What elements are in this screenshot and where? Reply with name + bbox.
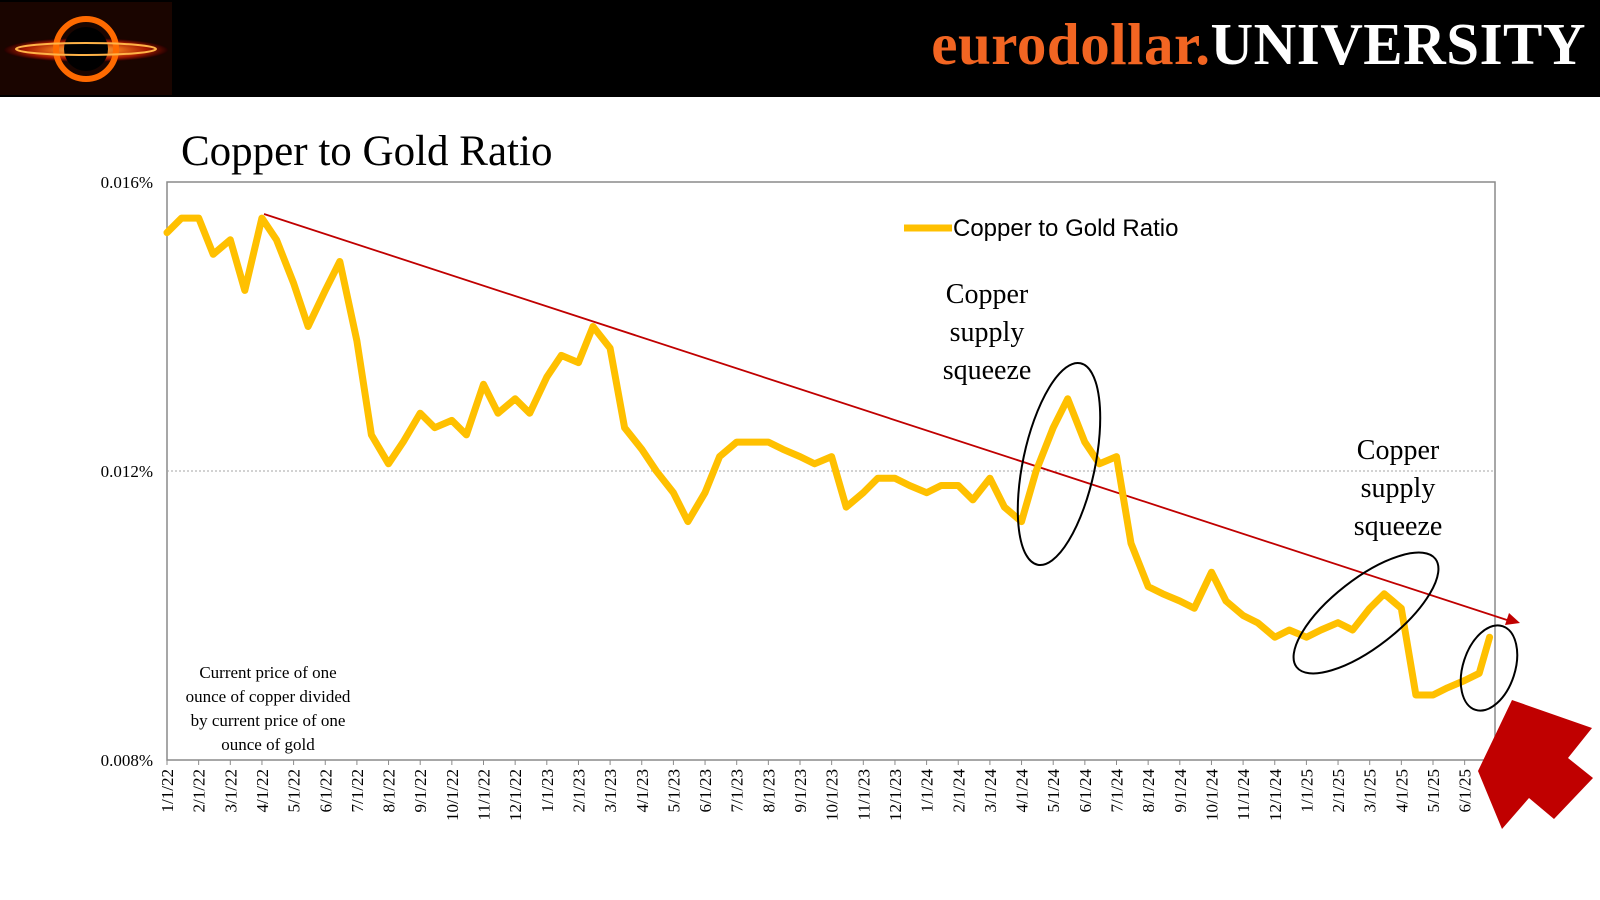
x-tick-label: 1/1/25 (1297, 769, 1316, 812)
trend-arrowhead (1505, 613, 1520, 625)
x-tick-label: 11/1/24 (1234, 769, 1253, 821)
x-tick-label: 3/1/23 (601, 769, 620, 812)
note-text: Current price of one ounce of copper div… (186, 663, 351, 754)
x-tick-label: 7/1/24 (1108, 769, 1127, 813)
x-tick-label: 1/1/23 (538, 769, 557, 812)
x-tick-label: 5/1/24 (1044, 769, 1063, 813)
x-tick-label: 4/1/22 (253, 769, 272, 812)
squeeze-annotation-2: Copper supply squeeze (1354, 435, 1443, 542)
x-tick-label: 8/1/24 (1139, 769, 1158, 813)
squeeze1-line2: supply (950, 317, 1025, 348)
y-tick-label: 0.008% (101, 751, 153, 770)
y-axis: 0.016% 0.012% 0.008% (101, 173, 153, 770)
x-tick-label: 5/1/23 (664, 769, 683, 812)
note-line1: Current price of one (199, 663, 336, 682)
x-tick-label: 2/1/22 (190, 769, 209, 812)
x-tick-label: 4/1/25 (1392, 769, 1411, 812)
x-tick-label: 2/1/24 (949, 769, 968, 813)
note-line2: ounce of copper divided (186, 687, 351, 706)
x-tick-label: 6/1/25 (1456, 769, 1475, 812)
x-tick-label: 7/1/22 (348, 769, 367, 812)
y-tick-label: 0.016% (101, 173, 153, 192)
x-tick-label: 1/1/24 (918, 769, 937, 813)
x-tick-label: 12/1/22 (506, 769, 525, 821)
trend-line (263, 213, 1508, 621)
x-tick-label: 3/1/24 (981, 769, 1000, 813)
x-tick-label: 6/1/24 (1076, 769, 1095, 813)
x-tick-label: 9/1/24 (1171, 769, 1190, 813)
x-tick-label: 8/1/23 (759, 769, 778, 812)
x-tick-label: 3/1/22 (221, 769, 240, 812)
note-line4: ounce of gold (221, 735, 315, 754)
big-red-up-arrow (1478, 700, 1593, 829)
squeeze1-line1: Copper (946, 279, 1029, 310)
squeeze1-line3: squeeze (943, 355, 1032, 386)
y-tick-label: 0.012% (101, 462, 153, 481)
squeeze2-line3: squeeze (1354, 511, 1443, 542)
squeeze-circle-1 (1016, 361, 1102, 567)
brand-part-eurodollar: eurodollar. (931, 11, 1211, 77)
x-tick-label: 4/1/24 (1013, 769, 1032, 813)
squeeze2-line1: Copper (1357, 435, 1440, 466)
squeeze-annotation-1: Copper supply squeeze (943, 279, 1032, 386)
x-tick-label: 12/1/23 (886, 769, 905, 821)
x-tick-label: 1/1/22 (158, 769, 177, 812)
brand-part-university: UNIVERSITY (1210, 11, 1586, 77)
x-tick-label: 7/1/23 (728, 769, 747, 812)
squeeze2-line2: supply (1361, 473, 1436, 504)
x-tick-label: 3/1/25 (1361, 769, 1380, 812)
x-tick-label: 9/1/22 (411, 769, 430, 812)
x-tick-label: 8/1/22 (380, 769, 399, 812)
current-value-circle (1459, 624, 1519, 712)
note-line3: by current price of one (191, 711, 346, 730)
legend: Copper to Gold Ratio (904, 215, 1178, 242)
x-tick-label: 4/1/23 (633, 769, 652, 812)
eurodollar-logo (0, 2, 172, 95)
brand-wordmark: eurodollar.UNIVERSITY (931, 4, 1586, 84)
series-copper-to-gold-ratio (163, 214, 1494, 699)
x-tick-label: 5/1/25 (1424, 769, 1443, 812)
x-tick-label: 11/1/23 (854, 769, 873, 820)
x-tick-label: 11/1/22 (475, 769, 494, 820)
x-tick-label: 12/1/24 (1266, 769, 1285, 821)
x-tick-label: 5/1/22 (285, 769, 304, 812)
x-tick-label: 6/1/22 (316, 769, 335, 812)
x-tick-label: 2/1/25 (1329, 769, 1348, 812)
x-tick-label: 2/1/23 (569, 769, 588, 812)
x-axis: 1/1/22 2/1/22 3/1/22 4/1/22 5/1/22 6/1/22 7/1/… (158, 760, 1475, 821)
chart-title: Copper to Gold Ratio (181, 128, 552, 175)
legend-label: Copper to Gold Ratio (953, 215, 1178, 242)
x-tick-label: 10/1/22 (443, 769, 462, 821)
squeeze-circle-2 (1292, 551, 1440, 675)
x-tick-label: 10/1/23 (823, 769, 842, 821)
x-tick-label: 9/1/23 (791, 769, 810, 812)
x-tick-label: 6/1/23 (696, 769, 715, 812)
header-bar: eurodollar.UNIVERSITY (0, 0, 1600, 97)
x-tick-label: 10/1/24 (1202, 769, 1221, 821)
